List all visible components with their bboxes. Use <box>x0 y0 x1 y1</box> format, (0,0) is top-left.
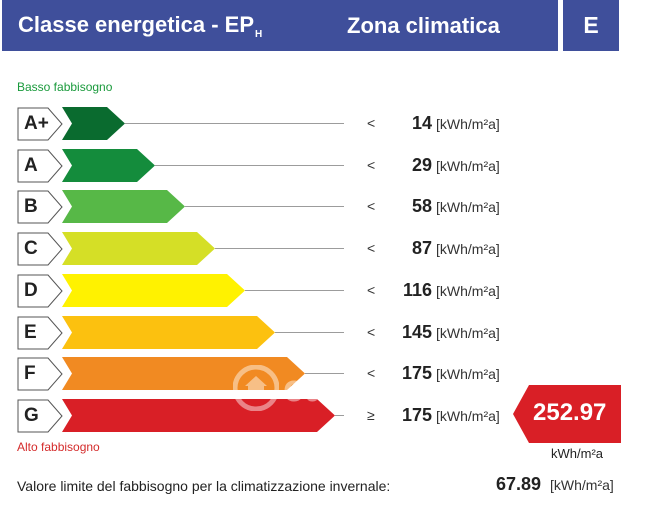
threshold-value: 116 <box>402 279 432 300</box>
low-demand-note: Basso fabbisogno <box>17 80 113 94</box>
class-letter: E <box>24 321 37 343</box>
threshold-value: 87 <box>411 238 432 259</box>
class-letter-box: B <box>17 190 63 224</box>
threshold-value: 145 <box>401 321 432 342</box>
threshold-comparator: < <box>367 115 376 131</box>
threshold-unit: [kWh/m²a] <box>436 241 500 258</box>
class-letter-box: A+ <box>17 107 63 141</box>
class-letter: A+ <box>24 113 49 134</box>
watermark-logo: casa.it <box>233 362 423 414</box>
threshold-comparator: < <box>367 281 376 298</box>
threshold-unit: [kWh/m²a] <box>436 157 500 174</box>
threshold-value: 29 <box>411 154 432 175</box>
result-badge: 252.97 <box>513 385 621 443</box>
high-demand-note: Alto fabbisogno <box>17 440 100 454</box>
class-color-bar <box>62 315 275 349</box>
threshold-unit: [kWh/m²a] <box>436 282 500 299</box>
energy-class-row: C <87 [kWh/m²a] <box>0 231 520 267</box>
threshold-unit: [kWh/m²a] <box>436 407 500 424</box>
energy-class-row: B <58 [kWh/m²a] <box>0 189 520 225</box>
class-letter-box: F <box>17 357 63 391</box>
watermark-text: casa.it <box>283 368 409 410</box>
threshold-comparator: < <box>367 198 376 215</box>
class-color-bar <box>62 107 125 140</box>
energy-class-row: D <116 [kWh/m²a] <box>0 273 520 309</box>
leader-line <box>305 373 344 375</box>
leader-line <box>215 248 344 250</box>
class-color-bar <box>62 398 335 432</box>
limit-label: Valore limite del fabbisogno per la clim… <box>17 478 391 494</box>
threshold-unit: [kWh/m²a] <box>436 116 500 132</box>
class-letter: G <box>24 404 39 426</box>
leader-line <box>275 331 344 333</box>
threshold-value: 175 <box>401 363 432 384</box>
threshold-unit: [kWh/m²a] <box>436 324 500 341</box>
result-arrow-shape <box>513 385 621 443</box>
threshold-comparator: < <box>367 323 376 340</box>
threshold-value: 58 <box>411 196 432 217</box>
house-icon <box>233 365 279 411</box>
class-letter-box: D <box>17 274 63 308</box>
climate-zone-label: Zona climatica <box>347 12 500 38</box>
class-color-bar <box>62 190 185 224</box>
class-color-bar <box>62 357 305 391</box>
energy-class-row: F <175 [kWh/m²a] <box>0 356 520 392</box>
energy-class-title: Classe energetica - EPH <box>18 11 263 40</box>
result-value: 252.97 <box>533 399 607 426</box>
threshold-unit: [kWh/m²a] <box>436 199 500 216</box>
limit-value: 67.89 <box>496 474 542 494</box>
result-unit: kWh/m²a <box>551 446 603 461</box>
threshold-comparator: ≥ <box>367 406 375 423</box>
energy-class-row: A+ <14 [kWh/m²a] <box>0 106 520 142</box>
header-bar: Classe energetica - EPH Zona climatica <box>2 0 558 51</box>
energy-class-row: A <29 [kWh/m²a] <box>0 148 520 184</box>
class-color-bar <box>62 148 155 182</box>
leader-line <box>245 289 344 291</box>
threshold-value: 175 <box>401 404 432 425</box>
class-letter: F <box>24 363 36 385</box>
class-letter: C <box>24 238 38 260</box>
class-letter-box: C <box>17 232 63 266</box>
threshold-unit: [kWh/m²a] <box>436 366 500 383</box>
leader-line <box>125 123 344 124</box>
threshold-comparator: < <box>367 156 376 173</box>
leader-line <box>155 164 344 166</box>
climate-zone-value: E <box>563 0 619 51</box>
class-letter: A <box>24 154 38 176</box>
threshold-comparator: < <box>367 365 376 382</box>
energy-class-row: E <145 [kWh/m²a] <box>0 315 520 351</box>
leader-line <box>335 414 344 416</box>
leader-line <box>185 206 344 208</box>
threshold-comparator: < <box>367 240 376 257</box>
class-letter-box: A <box>17 149 63 183</box>
limit-unit: [kWh/m²a] <box>550 477 614 493</box>
class-color-bar <box>62 273 245 307</box>
class-letter: B <box>24 196 38 218</box>
class-letter-box: G <box>17 399 63 433</box>
threshold-value: 14 <box>411 113 432 133</box>
class-color-bar <box>62 232 215 266</box>
energy-class-row: G ≥175 [kWh/m²a] <box>0 398 520 434</box>
class-letter: D <box>24 279 38 301</box>
class-letter-box: E <box>17 316 63 349</box>
